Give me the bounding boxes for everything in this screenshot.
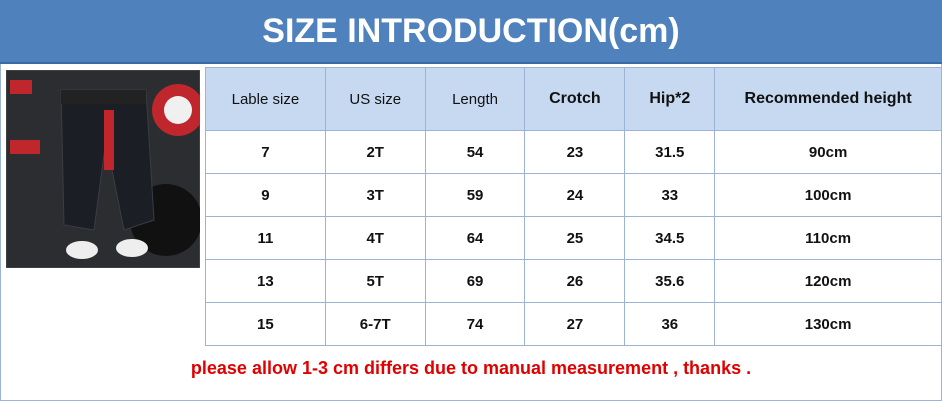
- cell: 110cm: [714, 216, 942, 260]
- data-row: 15 6-7T 74 27 36 130cm: [205, 302, 942, 346]
- size-table: Lable size US size Length Crotch Hip*2 Recomm…: [205, 67, 942, 346]
- cell: 2T: [324, 130, 426, 174]
- data-row: 7 2T 54 23 31.5 90cm: [205, 130, 942, 174]
- header-row: Lable size US size Length Crotch Hip*2 Recomm…: [205, 67, 942, 131]
- cell: 90cm: [714, 130, 942, 174]
- product-photo: [6, 70, 200, 268]
- header-cell: Crotch: [524, 67, 626, 131]
- cell: 4T: [324, 216, 426, 260]
- cell: 100cm: [714, 173, 942, 217]
- cell: 59: [424, 173, 526, 217]
- cell: 15: [205, 302, 326, 346]
- title: SIZE INTRODUCTION(cm): [262, 11, 680, 50]
- cell: 35.6: [624, 259, 716, 303]
- cell: 24: [524, 173, 626, 217]
- header-cell: Recommended height: [714, 67, 942, 131]
- cell: 31.5: [624, 130, 716, 174]
- cell: 34.5: [624, 216, 716, 260]
- cell: 64: [424, 216, 526, 260]
- cell: 26: [524, 259, 626, 303]
- cell: 23: [524, 130, 626, 174]
- cell: 7: [205, 130, 326, 174]
- cell: 27: [524, 302, 626, 346]
- note-text: please allow 1-3 cm differs due to manua…: [190, 357, 752, 378]
- title-bar: SIZE INTRODUCTION(cm): [0, 0, 942, 64]
- cell: 33: [624, 173, 716, 217]
- header-cell: Length: [424, 67, 526, 131]
- cell: 36: [624, 302, 716, 346]
- cell: 3T: [324, 173, 426, 217]
- cell: 120cm: [714, 259, 942, 303]
- header-cell: US size: [324, 67, 426, 131]
- footer-note: please allow 1-3 cm differs due to manua…: [0, 348, 942, 388]
- cell: 130cm: [714, 302, 942, 346]
- cell: 25: [524, 216, 626, 260]
- cell: 74: [424, 302, 526, 346]
- data-row: 9 3T 59 24 33 100cm: [205, 173, 942, 217]
- header-cell: Hip*2: [624, 67, 716, 131]
- cell: 11: [205, 216, 326, 260]
- data-row: 11 4T 64 25 34.5 110cm: [205, 216, 942, 260]
- cell: 54: [424, 130, 526, 174]
- cell: 6-7T: [324, 302, 426, 346]
- cell: 9: [205, 173, 326, 217]
- data-row: 13 5T 69 26 35.6 120cm: [205, 259, 942, 303]
- cell: 13: [205, 259, 326, 303]
- cell: 69: [424, 259, 526, 303]
- cell: 5T: [324, 259, 426, 303]
- header-cell: Lable size: [205, 67, 326, 131]
